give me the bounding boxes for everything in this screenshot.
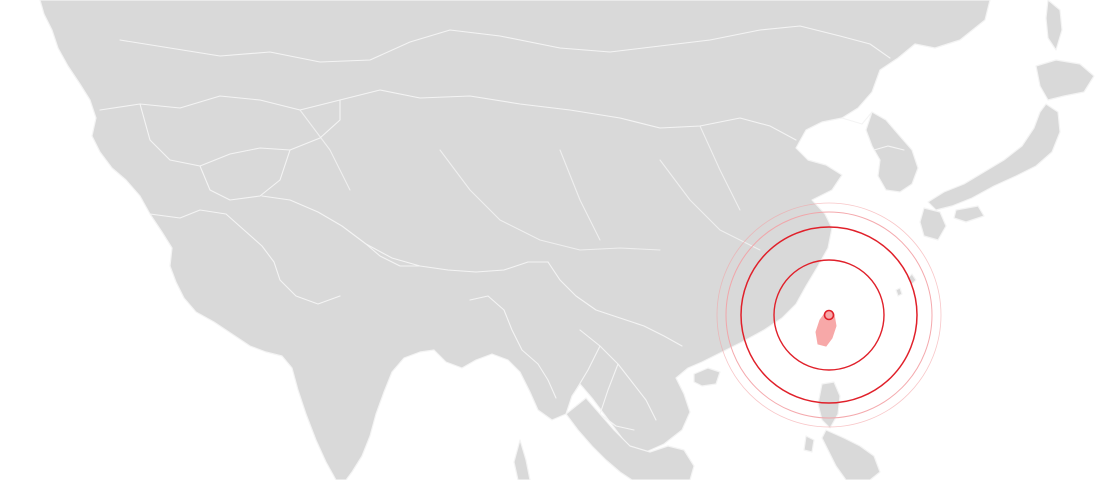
indochina [565, 397, 695, 480]
philippines-mindoro [803, 435, 815, 453]
taiwan-highlight[interactable] [815, 311, 837, 347]
location-ring [725, 211, 933, 419]
border-china-south [547, 261, 683, 347]
border-korea-split [873, 145, 905, 151]
shikoku-island [953, 205, 985, 223]
border-stans [139, 99, 341, 201]
border-provinces [299, 109, 761, 251]
border-south-asia-west [149, 209, 341, 305]
border-indochina [575, 329, 657, 431]
border-mongolia-china [379, 89, 797, 141]
philippines-visayas [821, 429, 881, 480]
location-marker[interactable] [823, 309, 835, 321]
border-himalaya [261, 195, 549, 273]
sakhalin-island [1045, 0, 1063, 51]
location-pin-icon[interactable] [823, 309, 835, 321]
korean-peninsula [865, 111, 919, 193]
ryukyu-islands [895, 273, 917, 297]
border-central-asia [99, 89, 381, 111]
philippines-luzon [817, 381, 841, 429]
border-nepal [365, 243, 421, 267]
borders-layer [99, 25, 905, 431]
location-rings [716, 202, 942, 428]
asia-mainland [39, 0, 991, 480]
location-ring [740, 226, 918, 404]
location-ring [773, 259, 885, 371]
kyushu-island [919, 207, 947, 241]
malay-peninsula [513, 439, 531, 480]
location-ring [716, 202, 942, 428]
hainan-island [693, 367, 721, 387]
border-myanmar [469, 295, 557, 399]
border-russia-south [119, 25, 891, 63]
honshu-island [927, 103, 1061, 211]
land-layer [39, 0, 1095, 480]
hokkaido-island [1035, 59, 1095, 101]
border-china-korea [841, 111, 873, 125]
